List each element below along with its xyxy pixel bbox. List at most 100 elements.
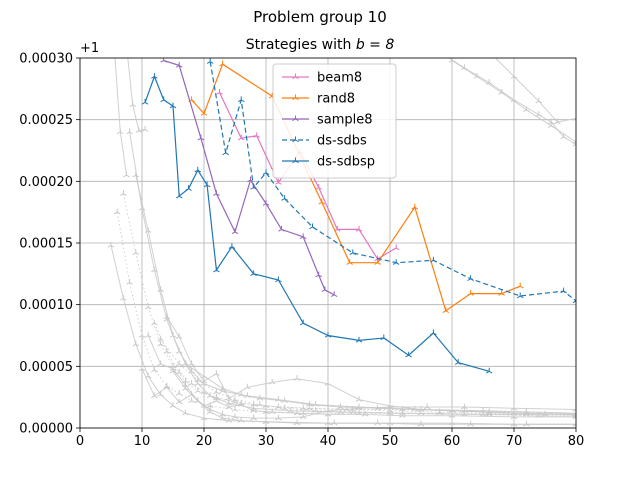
y-tick-label: 0.00010 [19, 298, 73, 313]
data-point-ds-sdbsp [194, 166, 202, 173]
data-point-ds-sdbs [281, 195, 288, 201]
background-point [194, 380, 202, 386]
background-point [126, 128, 133, 135]
background-point [293, 409, 301, 416]
background-point [523, 420, 530, 427]
background-point [225, 417, 233, 423]
y-offset-label: +1 [80, 41, 99, 56]
background-point [256, 394, 264, 401]
background-point [194, 397, 202, 404]
legend-marker-ds-sdbsp [292, 157, 299, 164]
data-point-ds-sdbs [467, 275, 474, 281]
legend-frame [272, 63, 397, 179]
background-point [262, 418, 270, 425]
background-point [120, 190, 127, 196]
data-point-sample8 [175, 61, 183, 68]
background-point [144, 303, 152, 310]
background-point [293, 375, 301, 381]
background-point [355, 396, 363, 402]
background-lines [107, 48, 576, 427]
data-point-sample8 [299, 233, 307, 240]
background-point [498, 89, 505, 95]
background-point [182, 360, 189, 367]
data-point-ds-sdbsp [355, 336, 363, 343]
data-point-ds-sdbs [572, 297, 576, 304]
background-point [175, 360, 183, 367]
background-point [510, 73, 518, 79]
background-point [256, 401, 264, 407]
axes-title-prefix: Strategies with [246, 37, 356, 53]
background-point [281, 397, 288, 404]
background-point [141, 126, 149, 132]
y-tick-label: 0.00005 [19, 360, 73, 375]
background-point [374, 419, 381, 426]
background-point [535, 97, 543, 104]
background-point [437, 48, 443, 53]
background-point [219, 385, 226, 391]
legend-marker-rand8 [292, 94, 299, 101]
x-tick-label: 80 [568, 434, 585, 449]
background-point [213, 394, 220, 401]
data-point-rand8 [374, 259, 381, 265]
background-point [268, 408, 276, 415]
background-point [486, 48, 492, 53]
data-point-ds-sdbs [206, 58, 214, 64]
background-point [169, 367, 177, 374]
legend-label-ds-sdbsp: ds-sdbsp [317, 155, 375, 170]
background-point [231, 413, 239, 420]
series-line-ds-sdbsp [144, 74, 490, 372]
background-point [244, 383, 251, 390]
background-point [324, 380, 332, 386]
background-point [287, 407, 295, 413]
data-point-rand8 [219, 60, 226, 67]
data-point-rand8 [200, 110, 208, 116]
data-point-ds-sdbs [430, 256, 437, 263]
background-point [206, 406, 214, 412]
background-line [172, 371, 576, 419]
background-point [182, 377, 189, 384]
data-point-ds-sdbsp [299, 319, 307, 326]
background-point [151, 392, 158, 399]
x-tick-label: 50 [382, 434, 399, 449]
data-point-ds-sdbs [222, 149, 229, 156]
legend-marker-sample8 [292, 115, 299, 122]
background-point [268, 378, 276, 385]
data-point-rand8 [346, 259, 353, 265]
background-point [113, 208, 121, 215]
background-point [554, 118, 561, 125]
data-point-rand8 [498, 290, 505, 296]
background-point [572, 140, 576, 147]
y-tick-label: 0.00015 [19, 237, 73, 252]
background-point [132, 171, 140, 178]
data-point-sample8 [330, 291, 338, 297]
background-point [126, 278, 133, 285]
x-axis-ticks: 0 10 20 30 40 50 60 70 80 [76, 428, 584, 449]
background-point [175, 389, 183, 396]
data-point-beam8 [392, 244, 400, 251]
x-tick-label: 60 [444, 434, 461, 449]
background-line [451, 60, 576, 143]
background-point [163, 348, 171, 354]
background-point [275, 414, 282, 421]
background-point [572, 406, 576, 412]
y-tick-label: 0.00030 [19, 52, 73, 67]
figure-title: Problem group 10 [253, 8, 387, 26]
background-point [306, 401, 313, 407]
background-point [250, 414, 257, 421]
data-point-ds-sdbsp [324, 332, 332, 338]
background-point [523, 409, 530, 416]
data-point-ds-sdbs [250, 184, 257, 190]
legend-label-sample8: sample8 [317, 113, 373, 128]
background-point [194, 376, 202, 383]
background-point [299, 413, 307, 420]
background-point [572, 413, 576, 420]
axes-title-math: b = 8 [356, 37, 395, 53]
background-point [237, 401, 245, 407]
data-point-sample8 [197, 134, 205, 141]
background-point [120, 295, 127, 301]
background-line [114, 58, 127, 176]
data-point-beam8 [355, 225, 363, 232]
background-point [510, 413, 518, 420]
data-point-ds-sdbsp [151, 73, 158, 79]
legend-marker-beam8 [292, 73, 299, 80]
